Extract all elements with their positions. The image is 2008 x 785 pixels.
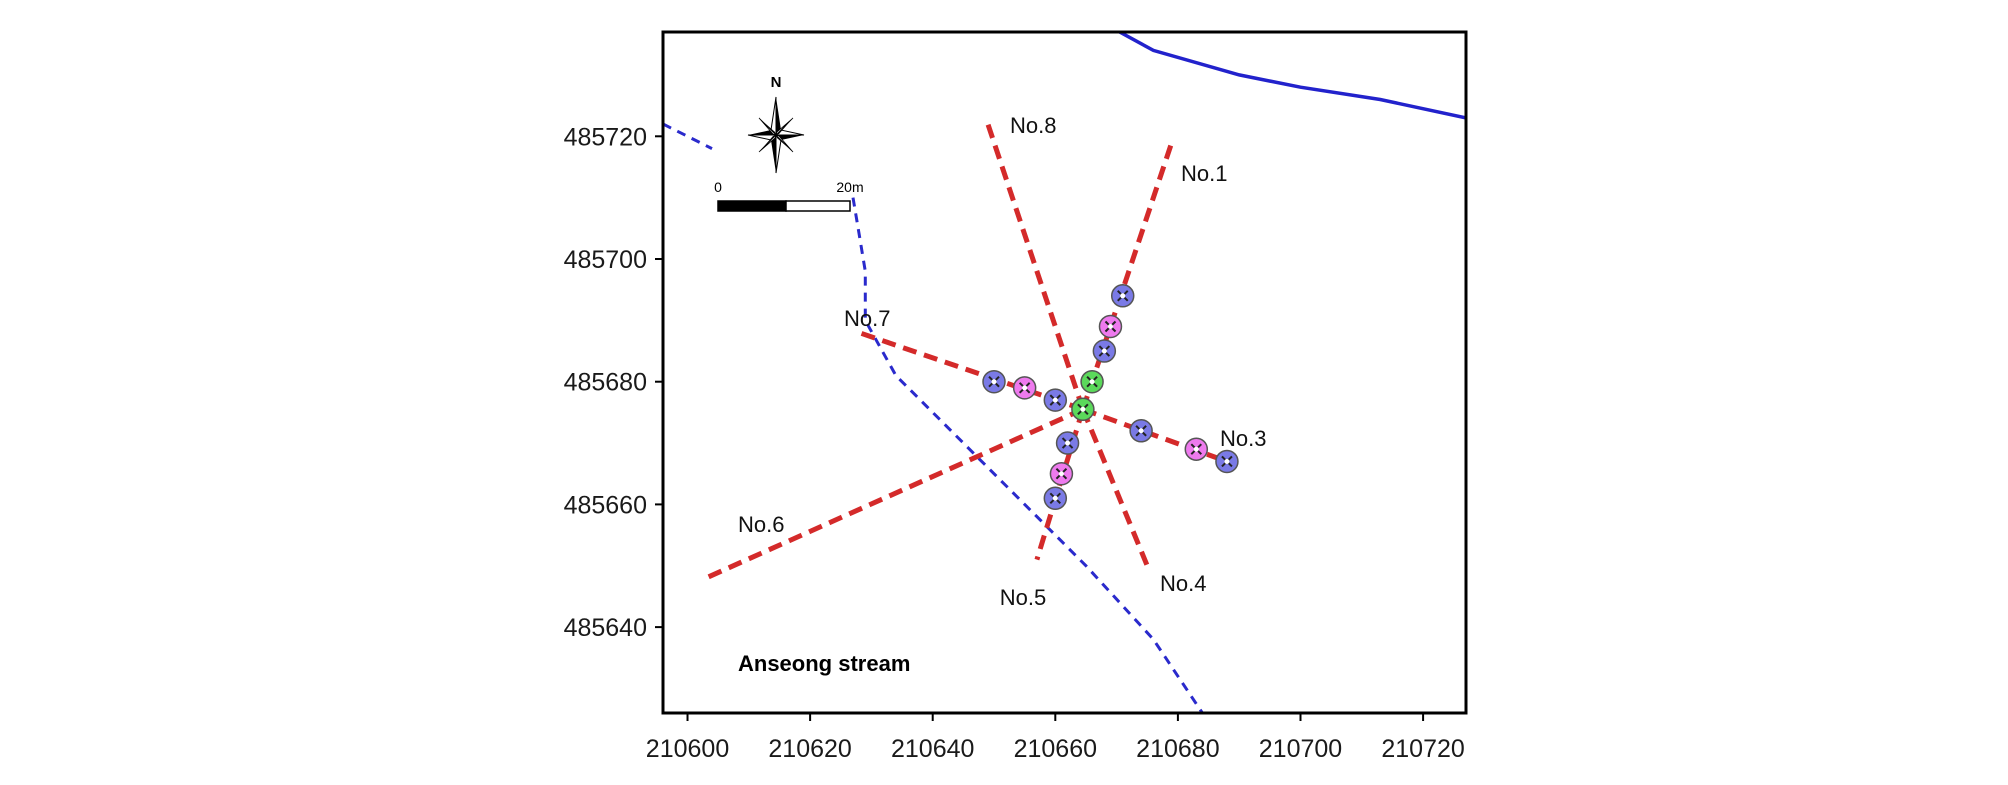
y-tick-label: 485640 — [564, 614, 647, 642]
survey-line-no4 — [1080, 408, 1150, 567]
axes: No.1 No.3 No.4 No.5 No.6 No.7 No.8 210600 210620… — [564, 113, 1465, 763]
x-tick-label: 210700 — [1259, 735, 1342, 763]
stream-label: Anseong stream — [738, 651, 910, 676]
scale-bar-white-segment — [785, 200, 851, 212]
survey-line-no8 — [985, 123, 1086, 411]
survey-line-label: No.5 — [1000, 585, 1046, 610]
y-tick-label: 485680 — [564, 369, 647, 397]
scale-end-label: 20m — [836, 179, 863, 195]
scale-bar: 0 20m — [714, 179, 864, 212]
well-marker-blue — [1129, 419, 1153, 443]
scale-start-label: 0 — [714, 179, 722, 195]
well-marker-blue — [982, 369, 1006, 394]
plot-frame — [661, 30, 1468, 715]
survey-line-no1 — [1080, 141, 1175, 411]
survey-line-label: No.1 — [1181, 161, 1227, 186]
well-marker-blue — [1215, 449, 1239, 474]
y-tick-label: 485700 — [564, 246, 647, 274]
survey-line-no7 — [858, 330, 1084, 412]
well-marker-blue — [1043, 388, 1068, 412]
well-marker-blue — [1092, 339, 1117, 363]
well-marker-magenta — [1098, 314, 1123, 339]
well-marker-blue — [1055, 431, 1080, 455]
well-marker-magenta — [1049, 461, 1074, 486]
survey-line-label: No.6 — [738, 512, 784, 537]
x-tick-label: 210720 — [1381, 735, 1464, 763]
well-marker-blue — [1110, 284, 1135, 308]
well-marker-blue — [1043, 486, 1068, 511]
survey-line-label: No.7 — [844, 306, 890, 331]
survey-line-no6 — [704, 407, 1084, 581]
north-arrow: N — [747, 74, 805, 174]
well-marker-magenta — [1012, 376, 1037, 400]
x-tick-label: 210600 — [646, 735, 729, 763]
north-label: N — [771, 74, 782, 91]
survey-line-label: No.8 — [1010, 113, 1056, 138]
well-marker-green — [1080, 369, 1104, 394]
compass-rose-icon — [747, 96, 805, 174]
boundary-line-upper — [663, 122, 713, 150]
well-marker-green — [1071, 397, 1095, 422]
well-marker-magenta — [1184, 437, 1209, 461]
survey-line-no3 — [1082, 406, 1228, 464]
x-tick-label: 210620 — [768, 735, 851, 763]
survey-line-label: No.4 — [1160, 571, 1206, 596]
scale-bar-black-segment — [717, 200, 787, 212]
x-tick-label: 210680 — [1136, 735, 1219, 763]
y-tick-label: 485660 — [564, 491, 647, 519]
survey-line-label: No.3 — [1220, 426, 1266, 451]
plot-area — [663, 32, 1466, 713]
boundary-line-lower — [851, 197, 1204, 713]
stream-bank-line — [1116, 32, 1466, 120]
x-tick-label: 210660 — [1014, 735, 1097, 763]
y-tick-label: 485720 — [564, 123, 647, 151]
x-tick-label: 210640 — [891, 735, 974, 763]
